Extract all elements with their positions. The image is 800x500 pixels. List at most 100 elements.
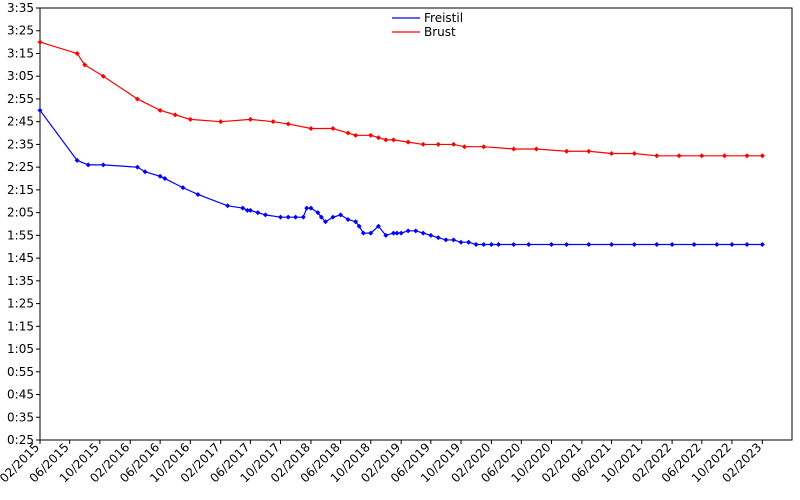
data-point [744,241,750,247]
data-point [308,126,314,132]
data-point [134,96,140,102]
data-point [304,205,310,211]
data-point [714,241,720,247]
data-point [375,135,381,141]
data-point [759,153,765,159]
data-point [420,141,426,147]
y-tick-label: 3:25 [7,24,34,38]
data-point [255,210,261,216]
data-point [676,153,682,159]
data-point [461,144,467,150]
series-line [39,41,763,157]
plot-area [39,7,793,441]
y-tick-label: 0:35 [7,410,34,424]
data-point [368,132,374,138]
y-tick-label: 3:35 [7,1,34,15]
data-point [729,241,735,247]
data-point [315,210,321,216]
data-point [458,239,464,245]
data-point [240,205,246,211]
data-point [488,241,494,247]
series-line [39,109,763,246]
data-point [405,228,411,234]
data-point [699,153,705,159]
data-point [586,241,592,247]
data-point [37,39,43,45]
series-brust [37,39,765,159]
data-point [225,203,231,209]
y-tick-label: 3:05 [7,69,34,83]
data-point [270,119,276,125]
legend-label: Freistil [424,11,463,25]
data-point [443,237,449,243]
y-tick-label: 1:05 [7,342,34,356]
data-point [744,153,750,159]
data-point [451,237,457,243]
data-point [218,119,224,125]
data-point [100,162,106,168]
data-point [318,214,324,220]
data-point [285,121,291,127]
data-point [360,230,366,236]
data-point [278,214,284,220]
data-point [338,212,344,218]
data-point [82,62,88,68]
data-point [691,241,697,247]
data-point [435,141,441,147]
data-point [157,107,163,113]
data-point [564,148,570,154]
data-point [247,207,253,213]
series-freistil [37,107,765,247]
data-point [308,205,314,211]
data-point [375,223,381,229]
data-point [526,241,532,247]
data-point [481,241,487,247]
data-point [398,230,404,236]
y-tick-label: 1:35 [7,274,34,288]
data-point [37,107,43,113]
data-point [356,223,362,229]
y-tick-label: 1:45 [7,251,34,265]
data-point [345,130,351,136]
data-point [247,116,253,122]
data-point [262,212,268,218]
data-point [368,230,374,236]
data-point [435,235,441,241]
data-point [548,241,554,247]
y-tick-label: 0:45 [7,388,34,402]
data-point [391,230,397,236]
data-point [391,137,397,143]
data-point [157,173,163,179]
data-point [100,73,106,79]
data-point [428,232,434,238]
y-tick-label: 2:05 [7,206,34,220]
data-point [162,176,168,182]
data-point [172,112,178,118]
data-point [383,137,389,143]
data-point [511,146,517,152]
data-point [511,241,517,247]
y-tick-label: 1:25 [7,297,34,311]
y-tick-label: 2:25 [7,160,34,174]
data-point [134,164,140,170]
data-point [451,141,457,147]
data-point [413,228,419,234]
data-point [293,214,299,220]
data-point [722,153,728,159]
y-tick-label: 1:55 [7,228,34,242]
y-tick-label: 2:15 [7,183,34,197]
data-point [180,185,186,191]
y-tick-label: 3:15 [7,46,34,60]
y-tick-label: 2:35 [7,137,34,151]
y-tick-label: 1:15 [7,319,34,333]
data-point [481,144,487,150]
data-point [323,219,329,225]
data-point [466,239,472,245]
data-point [473,241,479,247]
data-point [244,207,250,213]
data-point [654,241,660,247]
data-point [85,162,91,168]
x-axis: 02/201506/201510/201502/201606/201610/20… [0,440,764,485]
data-point [609,241,615,247]
data-point [74,157,80,163]
